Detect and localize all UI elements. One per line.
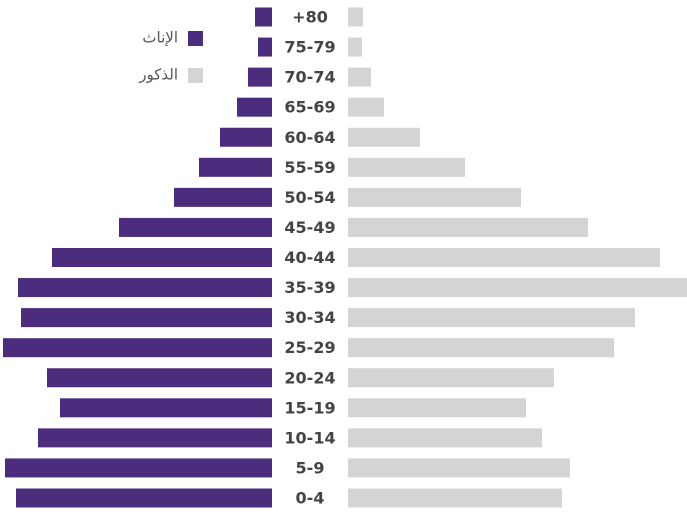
bar — [348, 127, 420, 147]
bar — [38, 428, 272, 448]
category-label: 0-4 — [296, 489, 325, 508]
legend-swatch — [188, 31, 203, 46]
category-label: 55-59 — [284, 158, 335, 177]
category-label: 35-39 — [284, 278, 335, 297]
bar — [47, 368, 272, 388]
bar — [348, 308, 635, 328]
bar — [348, 217, 588, 237]
category-label: 20-24 — [284, 368, 335, 387]
bar — [258, 37, 272, 57]
bar — [174, 187, 272, 207]
bar — [348, 37, 362, 57]
bar — [199, 157, 272, 177]
bar — [60, 398, 272, 418]
bar — [52, 248, 272, 267]
bar — [348, 67, 371, 87]
bar — [348, 97, 384, 117]
category-label: 10-14 — [284, 428, 335, 447]
bar — [220, 127, 272, 147]
category-label: 40-44 — [284, 248, 335, 267]
category-label: 60-64 — [284, 128, 335, 147]
bar — [348, 368, 554, 388]
category-label: 30-34 — [284, 308, 335, 327]
bar — [348, 458, 570, 478]
bar — [248, 67, 272, 87]
bar — [18, 278, 272, 298]
bar — [237, 97, 272, 117]
bar — [3, 338, 272, 358]
legend-label: الإناث — [142, 29, 178, 47]
category-label: 45-49 — [284, 218, 335, 237]
bar — [119, 217, 272, 237]
category-label: 15-19 — [284, 398, 335, 417]
bar — [348, 157, 465, 177]
bar — [5, 458, 272, 478]
category-label: 75-79 — [284, 38, 335, 57]
category-label: +80 — [292, 8, 328, 27]
legend-swatch — [188, 68, 203, 83]
bar — [348, 398, 526, 418]
category-label: 70-74 — [284, 68, 335, 87]
category-label: 25-29 — [284, 338, 335, 357]
bar — [21, 308, 272, 328]
category-label: 5-9 — [296, 458, 325, 477]
category-label: 65-69 — [284, 98, 335, 117]
bar — [348, 278, 687, 298]
bar — [16, 488, 272, 508]
bar — [348, 187, 521, 207]
legend-label: الذكور — [138, 66, 178, 84]
category-label: 50-54 — [284, 188, 335, 207]
bar — [255, 7, 272, 27]
bar — [348, 488, 562, 508]
bar — [348, 248, 660, 267]
bar — [348, 338, 614, 358]
bar — [348, 7, 363, 27]
bar — [348, 428, 542, 448]
